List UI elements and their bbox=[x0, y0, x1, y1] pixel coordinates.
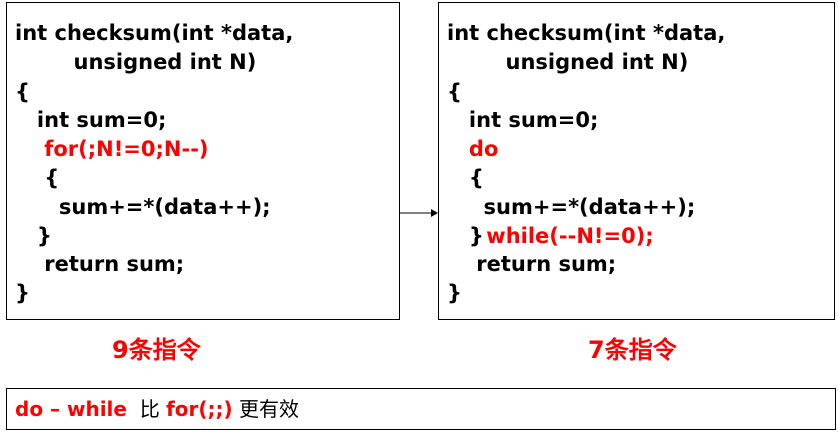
code-line: } bbox=[447, 281, 462, 305]
code-line-do-highlight: do bbox=[447, 137, 499, 161]
note-text: do – while 比 for(;;) 更有效 bbox=[15, 397, 299, 421]
code-line: unsigned int N) bbox=[447, 50, 689, 74]
code-line: return sum; bbox=[15, 252, 185, 276]
note-compare: 比 bbox=[126, 397, 167, 421]
code-line-brace: } bbox=[447, 224, 484, 248]
code-panel-do-while: int checksum(int *data, unsigned int N) … bbox=[438, 2, 835, 320]
code-line: sum+=*(data++); bbox=[15, 195, 271, 219]
right-caption: 7条指令 bbox=[588, 336, 677, 364]
arrow-right-icon bbox=[400, 209, 438, 217]
code-line: return sum; bbox=[447, 252, 617, 276]
conclusion-note: do – while 比 for(;;) 更有效 bbox=[6, 388, 836, 430]
note-do-while: do – while bbox=[15, 397, 127, 421]
code-line: { bbox=[15, 80, 30, 104]
code-line: { bbox=[15, 166, 60, 190]
code-line: int sum=0; bbox=[15, 108, 167, 132]
code-line: int checksum(int *data, bbox=[447, 21, 726, 45]
code-line: int checksum(int *data, bbox=[15, 21, 294, 45]
code-line-while-highlight: while(--N!=0); bbox=[479, 224, 654, 248]
code-line: } bbox=[15, 224, 52, 248]
code-line: unsigned int N) bbox=[15, 50, 257, 74]
code-line: } bbox=[15, 281, 30, 305]
note-for: for(;;) bbox=[166, 397, 233, 421]
code-line: { bbox=[447, 80, 462, 104]
code-panel-for-loop: int checksum(int *data, unsigned int N) … bbox=[6, 2, 400, 320]
code-line-for-highlight: for(;N!=0;N--) bbox=[15, 137, 209, 161]
code-line: sum+=*(data++); bbox=[447, 195, 696, 219]
code-line: int sum=0; bbox=[447, 108, 599, 132]
code-line: { bbox=[447, 166, 484, 190]
left-caption: 9条指令 bbox=[112, 336, 201, 364]
note-more-efficient: 更有效 bbox=[232, 397, 300, 421]
